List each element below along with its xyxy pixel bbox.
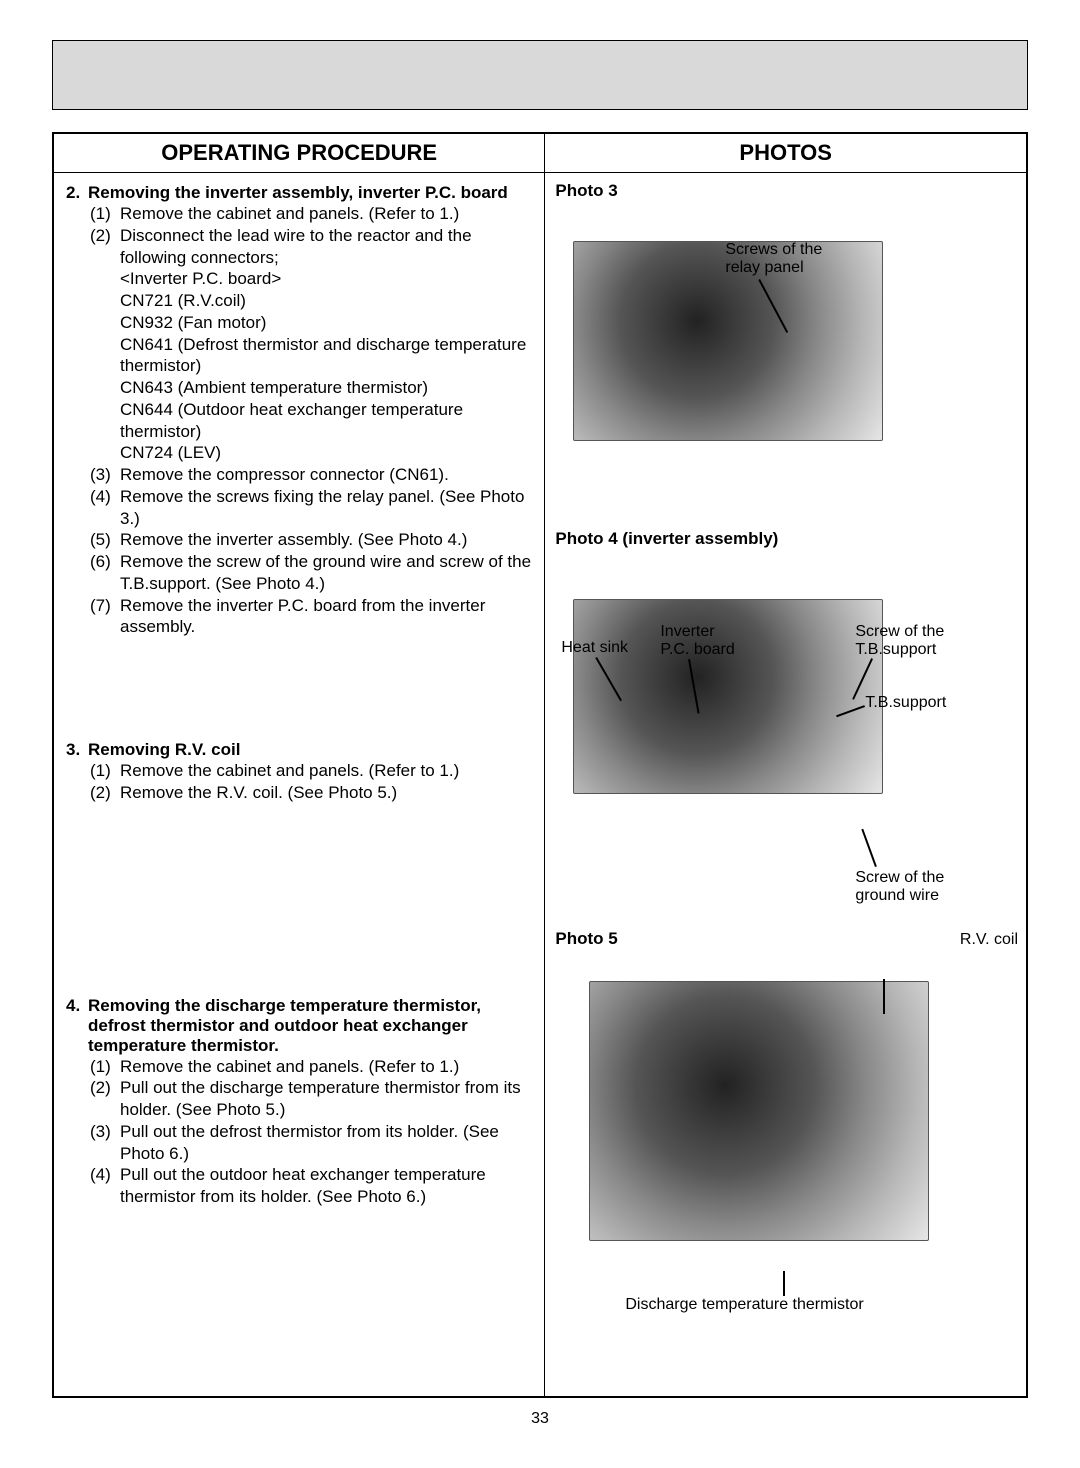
s2-p6: Remove the screw of the ground wire and … xyxy=(120,551,538,595)
photo4-c5b: ground wire xyxy=(855,887,939,904)
section-3-steps: (1)Remove the cabinet and panels. (Refer… xyxy=(90,760,538,804)
section-2-num: 2. xyxy=(66,183,88,203)
section-4-title-text: Removing the discharge temperature therm… xyxy=(88,996,538,1056)
s2-p5-num: (5) xyxy=(90,529,120,551)
s2-p4-num: (4) xyxy=(90,486,120,530)
section-2-title-text: Removing the inverter assembly, inverter… xyxy=(88,183,508,202)
ldr-disch xyxy=(784,1271,786,1296)
s3-p2-num: (2) xyxy=(90,782,120,804)
s2-p4: Remove the screws fixing the relay panel… xyxy=(120,486,538,530)
s4-p1: Remove the cabinet and panels. (Refer to… xyxy=(120,1056,538,1078)
photo5-callout-discharge: Discharge temperature thermistor xyxy=(625,1296,863,1314)
photo-5-label: Photo 5 xyxy=(555,929,960,949)
photo-4-box: Heat sink Inverter P.C. board Screw of t… xyxy=(555,599,1018,919)
section-3-title: 3.Removing R.V. coil xyxy=(66,740,538,760)
photo4-c2a: Inverter xyxy=(660,623,714,640)
photo4-callout-inverter: Inverter P.C. board xyxy=(660,623,734,660)
photo-5-image xyxy=(589,981,929,1241)
photo4-callout-heatsink: Heat sink xyxy=(561,639,628,657)
s2-p2-sub6: CN644 (Outdoor heat exchanger temperatur… xyxy=(120,399,538,443)
s3-p2: Remove the R.V. coil. (See Photo 5.) xyxy=(120,782,538,804)
photo3-callout-screws: Screws of the relay panel xyxy=(725,241,822,278)
s2-p2-sub3: CN932 (Fan motor) xyxy=(120,312,538,334)
section-3-title-text: Removing R.V. coil xyxy=(88,740,240,759)
s4-p4: Pull out the outdoor heat exchanger temp… xyxy=(120,1164,538,1208)
s2-p7-num: (7) xyxy=(90,595,120,639)
photo4-c3b: T.B.support xyxy=(855,641,936,658)
s4-p4-num: (4) xyxy=(90,1164,120,1208)
photo3-c1a: Screws of the xyxy=(725,241,822,258)
s2-p2-sub1: <Inverter P.C. board> xyxy=(120,268,538,290)
photo-3-box: Screws of the relay panel xyxy=(555,241,1018,511)
s4-p2-num: (2) xyxy=(90,1077,120,1121)
photo4-callout-tbsupport: T.B.support xyxy=(865,694,946,712)
photo4-c5a: Screw of the xyxy=(855,869,944,886)
s2-p1-num: (1) xyxy=(90,203,120,225)
col-header-photos: PHOTOS xyxy=(545,133,1027,173)
col-header-procedure: OPERATING PROCEDURE xyxy=(53,133,545,173)
s2-p2: Disconnect the lead wire to the reactor … xyxy=(120,225,538,269)
photo-3-label: Photo 3 xyxy=(555,181,1018,201)
section-3-num: 3. xyxy=(66,740,88,760)
s4-p1-num: (1) xyxy=(90,1056,120,1078)
section-4-num: 4. xyxy=(66,996,88,1056)
section-2-title: 2.Removing the inverter assembly, invert… xyxy=(66,183,538,203)
s2-p2-num: (2) xyxy=(90,225,120,269)
s2-p2-sub4: CN641 (Defrost thermistor and discharge … xyxy=(120,334,538,378)
s4-p3-num: (3) xyxy=(90,1121,120,1165)
procedure-table: OPERATING PROCEDURE PHOTOS 2.Removing th… xyxy=(52,132,1028,1398)
s2-p1: Remove the cabinet and panels. (Refer to… xyxy=(120,203,538,225)
photo5-callout-rvcoil: R.V. coil xyxy=(960,931,1018,949)
s2-p6-num: (6) xyxy=(90,551,120,595)
photo4-c2b: P.C. board xyxy=(660,641,734,658)
s4-p3: Pull out the defrost thermistor from its… xyxy=(120,1121,538,1165)
photo4-c3a: Screw of the xyxy=(855,623,944,640)
s3-p1-num: (1) xyxy=(90,760,120,782)
photo4-callout-screw-tb: Screw of the T.B.support xyxy=(855,623,944,660)
s2-p5: Remove the inverter assembly. (See Photo… xyxy=(120,529,538,551)
photo-5-box: Discharge temperature thermistor xyxy=(555,981,1018,1311)
photo-4-label: Photo 4 (inverter assembly) xyxy=(555,529,1018,549)
page-number: 33 xyxy=(52,1410,1028,1428)
photo4-callout-ground: Screw of the ground wire xyxy=(855,869,944,906)
s2-p2-sub5: CN643 (Ambient temperature thermistor) xyxy=(120,377,538,399)
section-2-steps: (1)Remove the cabinet and panels. (Refer… xyxy=(90,203,538,638)
s3-p1: Remove the cabinet and panels. (Refer to… xyxy=(120,760,538,782)
s2-p3-num: (3) xyxy=(90,464,120,486)
section-4-title: 4. Removing the discharge temperature th… xyxy=(66,996,538,1056)
photos-cell: Photo 3 Screws of the relay panel Photo … xyxy=(545,173,1027,1397)
s2-p7: Remove the inverter P.C. board from the … xyxy=(120,595,538,639)
ldr-gnd xyxy=(862,829,877,867)
s2-p2-sub2: CN721 (R.V.coil) xyxy=(120,290,538,312)
s2-p3: Remove the compressor connector (CN61). xyxy=(120,464,538,486)
procedure-cell: 2.Removing the inverter assembly, invert… xyxy=(53,173,545,1397)
section-4-steps: (1)Remove the cabinet and panels. (Refer… xyxy=(90,1056,538,1208)
blank-header-bar xyxy=(52,40,1028,110)
s4-p2: Pull out the discharge temperature therm… xyxy=(120,1077,538,1121)
s2-p2-sub7: CN724 (LEV) xyxy=(120,442,538,464)
photo3-c1b: relay panel xyxy=(725,259,803,276)
